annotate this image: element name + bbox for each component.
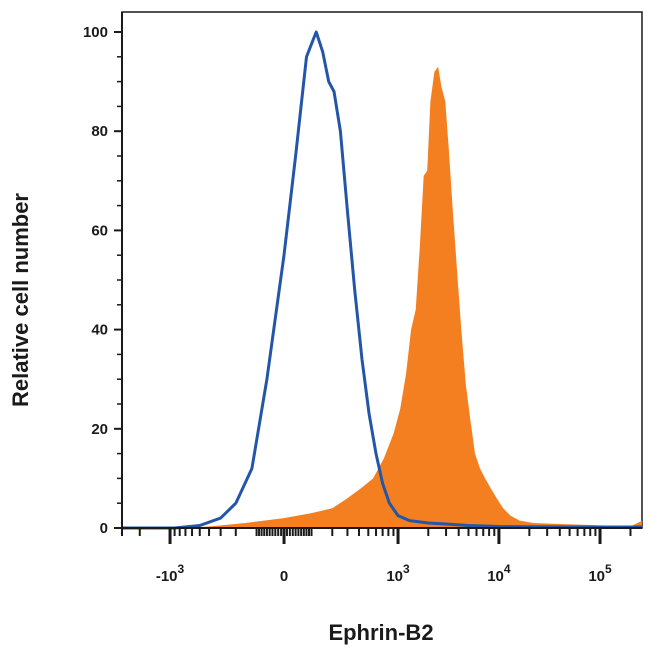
x-tick-label: -103: [156, 562, 185, 585]
y-tick-label: 0: [100, 520, 108, 537]
y-axis-ticks: 0 20 40 60 80 100: [83, 24, 122, 537]
y-tick-label: 80: [91, 123, 108, 140]
y-tick-label: 60: [91, 222, 108, 239]
x-tick-label: 0: [280, 568, 288, 585]
x-axis-ticks: -103 0 103 104 105: [121, 528, 632, 585]
y-tick-label: 100: [83, 24, 108, 41]
x-tick-label: 105: [588, 562, 612, 585]
y-tick-label: 20: [91, 421, 108, 438]
y-tick-label: 40: [91, 322, 108, 339]
series-layer: [122, 30, 642, 530]
series-0-filled-histogram: [122, 66, 642, 528]
y-axis-label: Relative cell number: [8, 193, 33, 407]
series-1-outline-histogram: [122, 30, 642, 530]
plot-frame: [121, 11, 643, 529]
x-tick-label: 103: [386, 562, 410, 585]
x-tick-label: 104: [487, 562, 511, 585]
x-axis-label: Ephrin-B2: [328, 620, 433, 645]
